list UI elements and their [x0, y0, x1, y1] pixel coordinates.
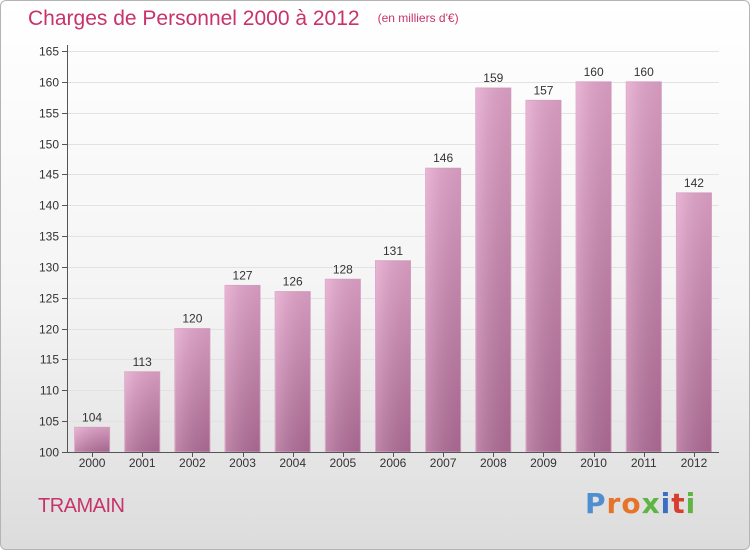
x-tick-label-2007: 2007 — [430, 456, 457, 470]
y-tick-label: 120 — [39, 323, 59, 337]
bar-shade-2005 — [325, 279, 361, 452]
value-label-2001: 113 — [133, 355, 152, 369]
y-tick-label: 110 — [40, 384, 59, 398]
x-tick-label-2006: 2006 — [380, 456, 407, 470]
value-label-2007: 146 — [433, 151, 453, 165]
y-tick-label: 100 — [39, 446, 59, 460]
x-tick-label-2003: 2003 — [229, 456, 256, 470]
bar-shade-2009 — [525, 100, 561, 452]
labels: 100 105 110 115 120 125 130 135 140 145 150 155 160 1… — [39, 45, 708, 471]
location-label: TRAMAIN — [38, 495, 125, 517]
value-label-2003: 127 — [233, 268, 253, 282]
bar-shade-2012 — [676, 192, 712, 452]
y-tick-label: 140 — [39, 199, 59, 213]
x-tick-label-2000: 2000 — [79, 456, 106, 470]
y-tick-label: 105 — [39, 415, 59, 429]
brand-letter: o — [621, 487, 642, 520]
value-label-2009: 157 — [533, 83, 553, 97]
value-label-2006: 131 — [383, 244, 403, 258]
x-tick-label-2001: 2001 — [129, 456, 156, 470]
x-tick-label-2010: 2010 — [580, 456, 607, 470]
x-tick-label-2008: 2008 — [480, 456, 507, 470]
bars — [74, 81, 712, 453]
value-label-2004: 126 — [283, 275, 303, 289]
bar-shade-2008 — [475, 88, 511, 452]
bar-shade-2004 — [275, 291, 311, 452]
value-label-2010: 160 — [584, 65, 604, 79]
y-tick-label: 135 — [39, 230, 59, 244]
y-tick-label: 145 — [39, 168, 59, 182]
y-tick-label: 115 — [40, 353, 59, 367]
axes — [62, 45, 719, 457]
x-tick-label-2012: 2012 — [681, 456, 708, 470]
brand-letter: r — [606, 487, 622, 520]
x-tick-label-2009: 2009 — [530, 456, 557, 470]
bar-shade-2000 — [74, 427, 110, 452]
y-tick-label: 165 — [39, 45, 59, 59]
y-tick-label: 150 — [39, 138, 59, 152]
brand-letter: i — [685, 487, 697, 520]
value-label-2000: 104 — [82, 410, 102, 424]
brand-letter: P — [585, 487, 607, 520]
brand-logo: Proxiti — [585, 487, 696, 520]
chart-title-text: Charges de Personnel 2000 à 2012 — [28, 7, 360, 30]
y-tick-label: 155 — [39, 107, 59, 121]
x-tick-label-2004: 2004 — [279, 456, 306, 470]
value-label-2011: 160 — [634, 65, 654, 79]
x-tick-label-2002: 2002 — [179, 456, 206, 470]
value-label-2005: 128 — [333, 262, 353, 276]
brand-letter: t — [671, 487, 686, 520]
brand-letter: i — [660, 487, 672, 520]
y-tick-label: 160 — [39, 76, 59, 90]
bar-shade-2001 — [124, 371, 160, 452]
value-label-2002: 120 — [182, 312, 202, 326]
bar-shade-2002 — [174, 328, 210, 452]
x-tick-label-2005: 2005 — [329, 456, 356, 470]
bar-shade-2011 — [626, 81, 662, 452]
bar-shade-2006 — [375, 260, 411, 452]
chart-title: Charges de Personnel 2000 à 2012 (en mill… — [28, 7, 459, 31]
bar-shade-2007 — [425, 168, 461, 452]
bar-shade-2003 — [225, 285, 261, 452]
x-tick-label-2011: 2011 — [631, 456, 657, 470]
value-label-2008: 159 — [483, 71, 503, 85]
y-tick-label: 125 — [39, 292, 59, 306]
chart-unit: (en milliers d'€) — [377, 11, 459, 25]
brand-letter: x — [641, 487, 661, 520]
y-tick-label: 130 — [39, 261, 59, 275]
value-label-2012: 142 — [684, 176, 704, 190]
bar-shade-2010 — [576, 81, 612, 452]
